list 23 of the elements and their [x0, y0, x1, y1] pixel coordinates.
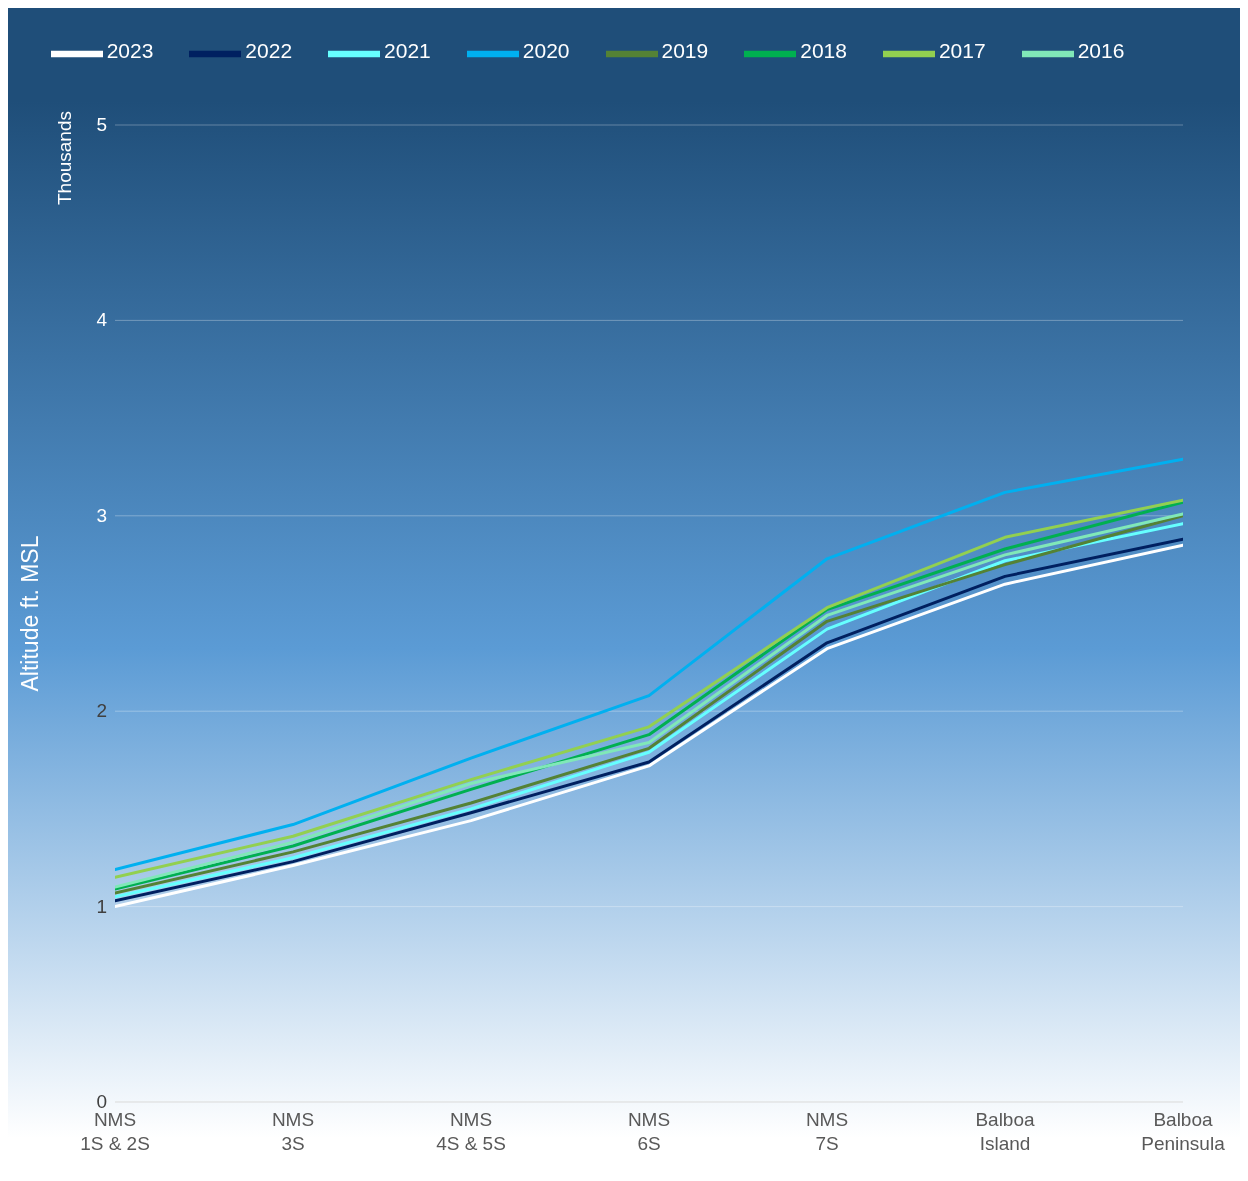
y-tick-label: 5 [96, 114, 107, 135]
y-axis-title: Altitude ft. MSL [17, 535, 44, 692]
y-tick-label: 0 [96, 1091, 107, 1112]
x-tick-label: NMS 4S & 5S [436, 1109, 506, 1154]
x-tick-label: NMS 7S [805, 1109, 849, 1154]
text: Thousands [53, 110, 76, 207]
x-tick-label: NMS 6S [627, 1109, 671, 1154]
y-tick-label: 2 [96, 700, 107, 722]
legend-label: 2016 [1077, 39, 1125, 63]
x-tick-label: Balboa Island [975, 1109, 1036, 1154]
x-tick-label: Balboa Peninsula [1141, 1109, 1226, 1154]
legend-label: 2017 [938, 39, 986, 63]
legend-label: 2022 [245, 39, 293, 63]
y-tick-label: 4 [96, 309, 108, 331]
legend-label: 2018 [800, 39, 847, 63]
x-tick-label: NMS 1S & 2S [80, 1109, 150, 1154]
legend-label: 2019 [661, 39, 709, 63]
y-tick-label: 1 [96, 895, 107, 917]
legend-label: 2020 [522, 39, 570, 63]
y-tick-label: 3 [96, 504, 107, 526]
legend-label: 2023 [106, 39, 154, 63]
legend-label: 2021 [384, 39, 431, 63]
x-tick-label: NMS 3S [271, 1109, 315, 1154]
